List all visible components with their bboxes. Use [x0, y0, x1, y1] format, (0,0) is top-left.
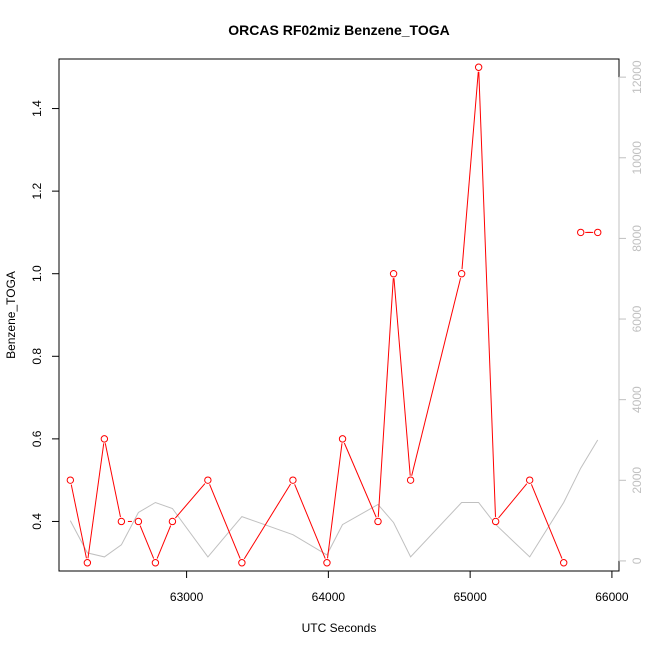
series-line-right [69, 439, 599, 558]
data-point [134, 517, 143, 526]
series-line-segment [243, 483, 291, 560]
data-point [323, 559, 331, 567]
series-line-segment [377, 278, 394, 517]
data-point [168, 517, 177, 526]
y-tick-label-right: 0 [630, 557, 644, 564]
y-axis-left: 0.4 0.6 0.8 1.0 1.2 1.4 [30, 100, 60, 530]
y-tick-label-right: 2000 [630, 467, 644, 494]
data-point [151, 559, 160, 567]
series-line-segment [209, 484, 241, 559]
data-point [83, 559, 92, 567]
data-point [66, 476, 75, 484]
data-point [594, 228, 602, 237]
series-line-segment [139, 525, 155, 559]
series-line-segment [411, 277, 462, 476]
y-tick-label-left: 1.4 [30, 100, 44, 117]
y-tick-label-left: 0.6 [30, 430, 44, 447]
data-point [389, 270, 398, 278]
series-line-segment [498, 483, 528, 519]
series-line-segment [294, 484, 326, 559]
x-axis: 63000 64000 65000 66000 [170, 570, 629, 604]
x-tick-label: 63000 [170, 590, 204, 604]
x-tick-label: 65000 [453, 590, 487, 604]
data-point [100, 435, 109, 443]
series-line-segment [156, 525, 172, 559]
data-point [204, 476, 212, 484]
data-point [406, 476, 415, 484]
x-axis-label: UTC Seconds [302, 621, 377, 635]
series-line-segment [530, 484, 563, 559]
data-point [577, 228, 585, 237]
chart-title: ORCAS RF02miz Benzene_TOGA [228, 22, 449, 38]
series-line-segment [87, 443, 105, 559]
data-point [491, 517, 500, 526]
y-tick-label-right: 8000 [630, 225, 644, 252]
data-point [117, 517, 126, 526]
series-line-segment [461, 71, 479, 270]
data-point [238, 559, 246, 567]
y-axis-label: Benzene_TOGA [4, 271, 18, 359]
y-tick-label-right: 6000 [630, 305, 644, 332]
y-tick-label-right: 10000 [630, 141, 644, 175]
data-point [289, 476, 297, 484]
y-tick-label-right: 4000 [630, 386, 644, 413]
series-line-segment [70, 484, 87, 559]
data-point [457, 270, 466, 278]
series-line-segment [104, 443, 121, 518]
series-line-segment [174, 483, 206, 519]
data-point [474, 63, 483, 71]
y-axis-right: 0 2000 4000 6000 8000 10000 12000 [618, 60, 644, 564]
series-line-segment [327, 443, 343, 559]
y-tick-label-left: 1.0 [30, 265, 44, 282]
x-tick-label: 66000 [595, 590, 629, 604]
data-point [374, 517, 382, 526]
series-layer [66, 63, 602, 567]
y-tick-label-right: 12000 [630, 60, 644, 94]
y-tick-label-left: 1.2 [30, 182, 44, 199]
series-line-segment [478, 71, 496, 517]
data-point [560, 559, 568, 567]
y-tick-label-left: 0.8 [30, 348, 44, 365]
series-line-segment [343, 442, 377, 518]
x-tick-label: 64000 [312, 590, 346, 604]
y-tick-label-left: 0.4 [30, 513, 44, 530]
data-point [338, 435, 347, 443]
series-line-segment [393, 278, 411, 476]
data-point [525, 476, 534, 484]
